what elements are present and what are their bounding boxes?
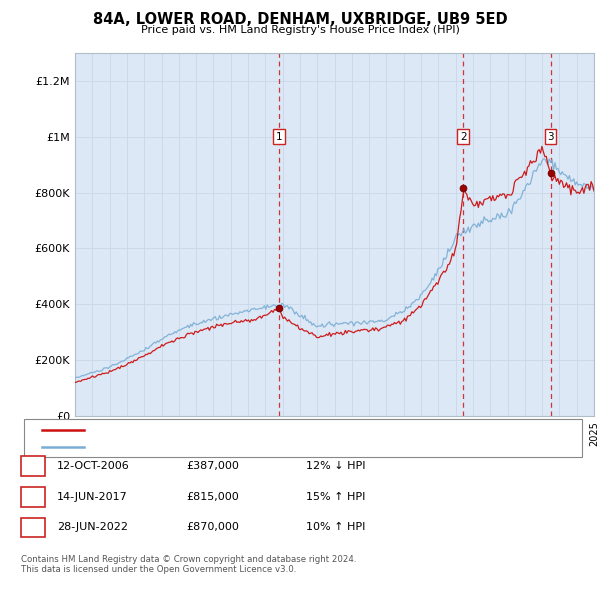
- Text: 84A, LOWER ROAD, DENHAM, UXBRIDGE, UB9 5ED (detached house): 84A, LOWER ROAD, DENHAM, UXBRIDGE, UB9 5…: [93, 425, 452, 435]
- Text: 14-JUN-2017: 14-JUN-2017: [57, 492, 128, 502]
- Text: £387,000: £387,000: [186, 461, 239, 471]
- Text: Contains HM Land Registry data © Crown copyright and database right 2024.
This d: Contains HM Land Registry data © Crown c…: [21, 555, 356, 574]
- Text: £815,000: £815,000: [186, 492, 239, 502]
- Text: 84A, LOWER ROAD, DENHAM, UXBRIDGE, UB9 5ED: 84A, LOWER ROAD, DENHAM, UXBRIDGE, UB9 5…: [92, 12, 508, 27]
- Text: 3: 3: [29, 521, 37, 534]
- Text: 12% ↓ HPI: 12% ↓ HPI: [306, 461, 365, 471]
- Text: HPI: Average price, detached house, Buckinghamshire: HPI: Average price, detached house, Buck…: [93, 441, 377, 451]
- Text: Price paid vs. HM Land Registry's House Price Index (HPI): Price paid vs. HM Land Registry's House …: [140, 25, 460, 35]
- Text: 10% ↑ HPI: 10% ↑ HPI: [306, 523, 365, 532]
- Text: 1: 1: [275, 132, 282, 142]
- Text: £870,000: £870,000: [186, 523, 239, 532]
- Text: 15% ↑ HPI: 15% ↑ HPI: [306, 492, 365, 502]
- Text: 12-OCT-2006: 12-OCT-2006: [57, 461, 130, 471]
- Text: 1: 1: [29, 460, 37, 473]
- Text: 28-JUN-2022: 28-JUN-2022: [57, 523, 128, 532]
- Text: 2: 2: [29, 490, 37, 503]
- Text: 3: 3: [547, 132, 554, 142]
- Text: 2: 2: [460, 132, 467, 142]
